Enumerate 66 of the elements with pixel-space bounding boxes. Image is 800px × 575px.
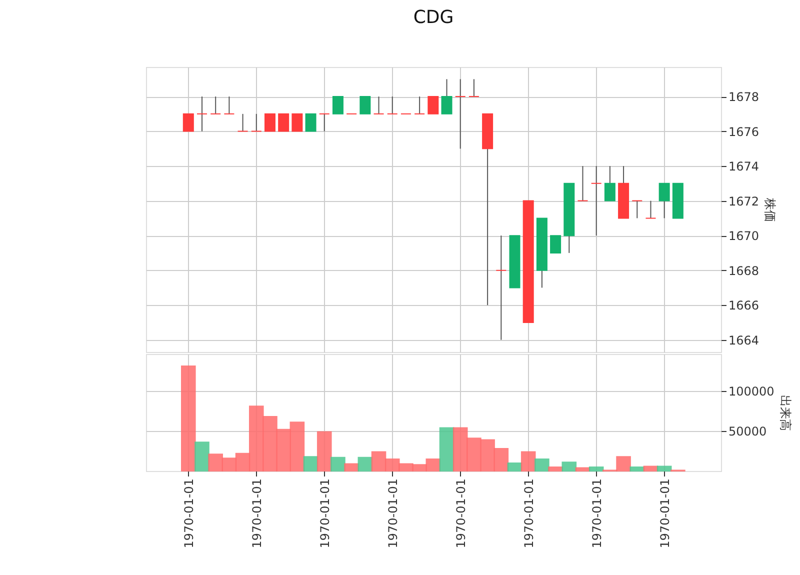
candlestick xyxy=(590,166,602,236)
x-tick-label: 1970-01-01 xyxy=(250,478,264,548)
candlestick xyxy=(658,182,670,219)
x-tick-label: 1970-01-01 xyxy=(522,478,536,548)
candlestick xyxy=(305,113,316,132)
bar xyxy=(316,431,332,472)
bar xyxy=(439,427,454,472)
candlestick xyxy=(577,166,588,202)
y-tick-label: 1666 xyxy=(728,298,760,313)
candlestick xyxy=(360,96,371,114)
candlestick xyxy=(182,113,194,132)
candlestick xyxy=(604,166,616,202)
bar xyxy=(180,366,196,472)
bar xyxy=(507,462,522,472)
candlestick xyxy=(250,113,262,132)
y-axis-title: 株価 xyxy=(763,197,778,222)
candlestick xyxy=(278,113,290,132)
candlestick xyxy=(224,96,235,114)
bar xyxy=(548,466,563,472)
candlestick xyxy=(550,235,562,254)
x-tick-label: 1970-01-01 xyxy=(318,478,332,548)
bar xyxy=(303,456,318,472)
y-tick-label: 1678 xyxy=(728,90,760,104)
y-tick-label: 100000 xyxy=(728,384,774,398)
x-tick-label: 1970-01-01 xyxy=(454,478,468,548)
bar xyxy=(330,456,346,472)
candlestick xyxy=(645,200,656,219)
candlestick xyxy=(468,78,480,98)
y-axis-title: 出来高 xyxy=(778,395,792,431)
candlestick xyxy=(292,113,303,132)
x-tick-label: 1970-01-01 xyxy=(658,478,672,548)
bar xyxy=(520,451,536,472)
candlestick xyxy=(196,96,208,132)
bar xyxy=(588,466,604,472)
bar xyxy=(344,463,359,472)
candlestick xyxy=(441,78,452,114)
x-tick-label: 1970-01-01 xyxy=(590,478,604,548)
y-tick-label: 1664 xyxy=(728,333,760,348)
bar xyxy=(562,462,577,472)
chart-title: CDG xyxy=(413,7,454,28)
y-tick-label: 1674 xyxy=(728,160,760,174)
bar xyxy=(643,466,658,472)
candlestick xyxy=(264,113,276,132)
y-tick-label: 1676 xyxy=(728,124,760,139)
candlestick xyxy=(332,96,344,114)
candlestick xyxy=(496,235,507,340)
candlestick xyxy=(373,96,384,114)
candlestick xyxy=(454,78,466,150)
candlestick xyxy=(414,96,426,114)
bar xyxy=(358,456,373,472)
bar xyxy=(656,466,672,472)
candlestick xyxy=(318,113,330,132)
candlestick xyxy=(428,96,439,114)
candlestick xyxy=(386,96,398,114)
candlestick xyxy=(237,113,248,132)
bar xyxy=(534,458,550,472)
bar xyxy=(194,442,210,472)
y-tick-label: 1668 xyxy=(728,264,760,278)
y-tick-label: 1670 xyxy=(728,229,760,244)
bar xyxy=(630,466,645,472)
y-tick-label: 1672 xyxy=(728,194,760,208)
x-tick-label: 1970-01-01 xyxy=(386,478,400,548)
candlestick xyxy=(632,200,643,219)
x-tick-label: 1970-01-01 xyxy=(182,478,196,548)
y-tick-label: 50000 xyxy=(728,424,767,438)
candlestick xyxy=(210,96,222,114)
